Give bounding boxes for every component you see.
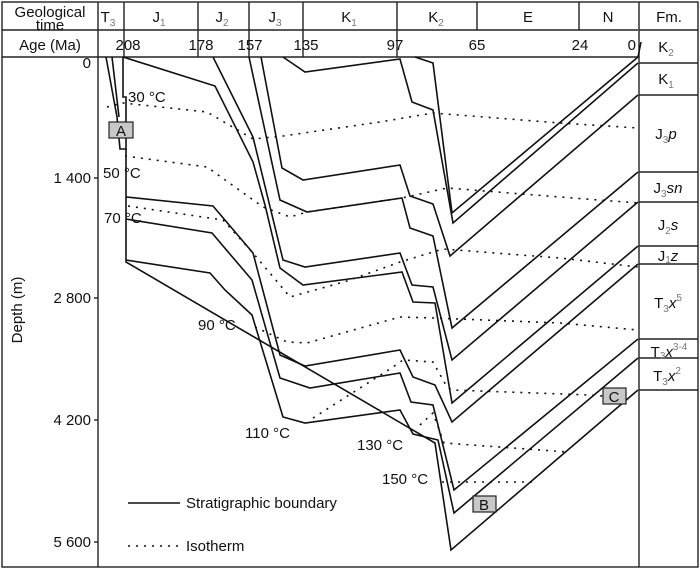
svg-text:C: C [609,389,620,406]
fm-j3sn: J3sn [654,180,683,200]
fm-t3x3-4: T3x3-4 [651,342,688,362]
legend-boundary-label: Stratigraphic boundary [186,495,337,512]
label-90c: 90 °C [198,317,236,334]
boundary-curve [248,56,639,330]
depth-1400: 1 400 [53,170,91,187]
isotherm-90 [254,316,639,344]
fm-t3x5: T3x5 [654,293,682,315]
isotherm-130 [419,411,569,453]
fm-t3x2: T3x2 [653,366,681,388]
boundary-curve [122,56,639,405]
boundary-curve [260,56,639,258]
label-30c: 30 °C [128,89,166,106]
point-c: C [602,387,627,406]
formation-column: Fm. K2 K1 J3p J3sn J2s J1z T3x5 T3x3-4 T… [639,9,698,391]
label-150c: 150 °C [382,471,428,488]
period-j3: J3 [268,9,282,29]
legend: Stratigraphic boundary Isotherm [128,495,337,555]
isotherm-labels: 30 °C 50 °C 70 °C 90 °C 110 °C 130 °C 15… [103,89,428,488]
period-e: E [523,9,533,26]
label-70c: 70 °C [104,210,142,227]
age-157: 157 [237,37,262,54]
age-135: 135 [293,37,318,54]
geological-time-label: Geological [15,4,86,21]
point-a: A [108,121,134,140]
age-178: 178 [188,37,213,54]
age-label: Age (Ma) [19,37,81,54]
depth-4200: 4 200 [53,412,91,429]
period-j2: J2 [215,9,229,29]
fm-j1z: J1z [658,248,679,266]
period-t3: T3 [101,9,116,29]
stratigraphic-boundaries [105,41,642,552]
boundary-curve [125,196,639,424]
boundary-curve [125,259,639,515]
depth-5600: 5 600 [53,534,91,551]
depth-2800: 2 800 [53,290,91,307]
isotherm-50 [124,155,639,218]
age-0: 0 [628,37,636,54]
boundary-curve [125,218,639,492]
fm-k2: K2 [658,39,674,59]
formation-header: Fm. [656,9,682,26]
fm-j2s: J2s [658,217,679,237]
fm-k1: K1 [658,71,674,91]
depth-axis-label: Depth (m) [9,277,26,344]
isotherms [106,102,639,483]
label-50c: 50 °C [103,165,141,182]
period-n: N [603,9,614,26]
label-130c: 130 °C [357,437,403,454]
period-labels: T3 J1 J2 J3 K1 K2 E N [101,9,614,29]
boundary-curve [105,56,639,552]
boundary-curve [212,56,639,362]
depth-ticks: 0 1 400 2 800 4 200 5 600 [53,55,98,551]
age-ticks: 208 178 157 135 97 65 24 0 [115,37,636,54]
boundary-curve [282,56,639,225]
point-b: B [472,495,497,514]
age-208: 208 [115,37,140,54]
geological-time-label-2: time [36,17,64,34]
period-k2: K2 [428,9,444,29]
period-j1: J1 [152,9,166,29]
age-24: 24 [572,37,589,54]
fm-j3p: J3p [655,126,676,146]
age-65: 65 [469,37,486,54]
isotherm-30 [106,102,639,140]
period-k1: K1 [341,9,357,29]
svg-text:B: B [479,497,489,514]
isotherm-110 [312,359,604,419]
boundary-curve [111,56,120,118]
isotherm-70 [127,205,639,298]
legend-isotherm-label: Isotherm [186,538,244,555]
boundary-curve [414,41,642,215]
depth-0: 0 [83,55,91,72]
period-dividers [123,2,580,57]
svg-text:A: A [116,123,126,140]
age-97: 97 [387,37,404,54]
label-110c: 110 °C [245,425,290,442]
